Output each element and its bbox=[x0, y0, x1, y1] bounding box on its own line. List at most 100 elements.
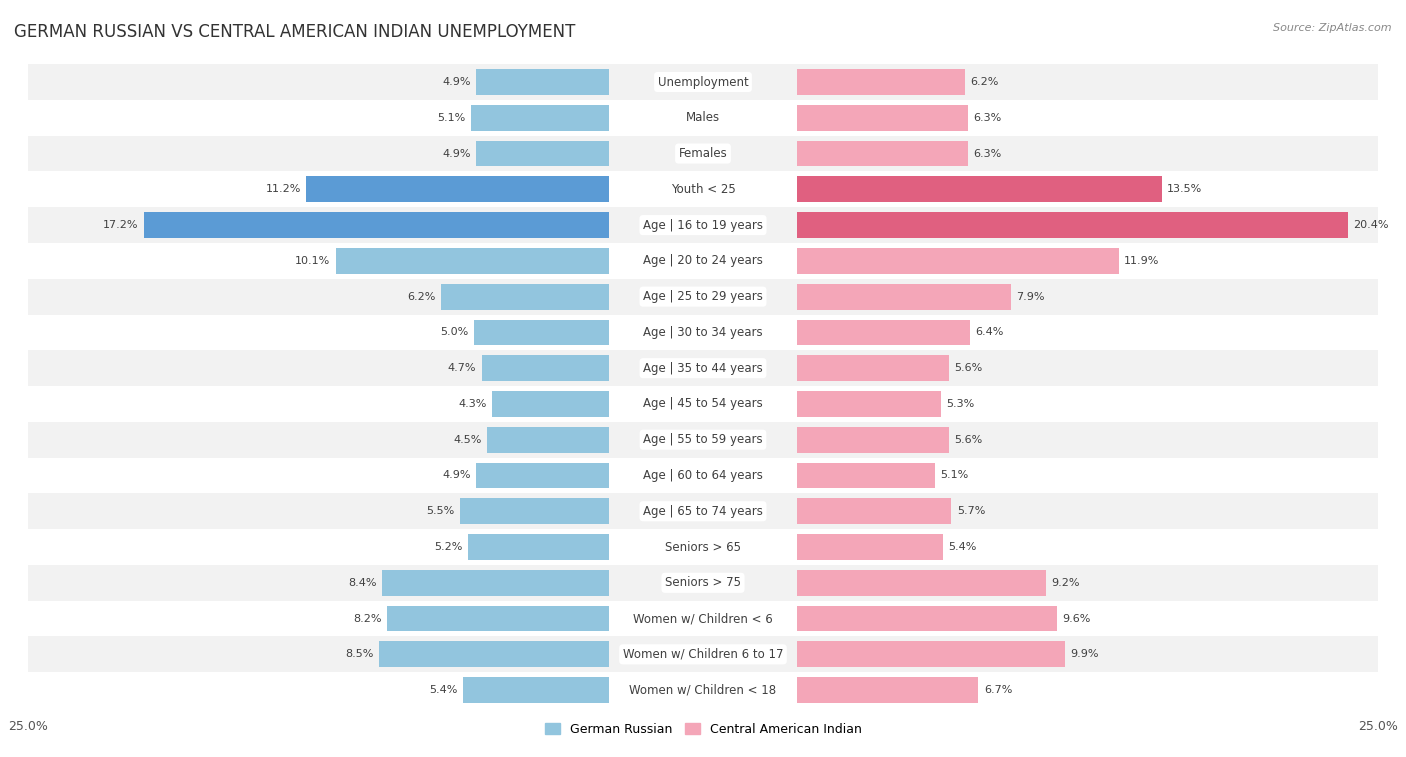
Text: Youth < 25: Youth < 25 bbox=[671, 183, 735, 196]
Bar bbox=[477, 463, 609, 488]
Bar bbox=[0, 637, 1406, 672]
Text: GERMAN RUSSIAN VS CENTRAL AMERICAN INDIAN UNEMPLOYMENT: GERMAN RUSSIAN VS CENTRAL AMERICAN INDIA… bbox=[14, 23, 575, 41]
Text: Unemployment: Unemployment bbox=[658, 76, 748, 89]
Bar bbox=[797, 355, 949, 381]
Bar bbox=[797, 284, 1011, 310]
Bar bbox=[471, 105, 609, 131]
Bar bbox=[0, 672, 1406, 708]
Bar bbox=[0, 350, 1406, 386]
Bar bbox=[460, 498, 609, 524]
Bar bbox=[0, 207, 1406, 243]
Text: 6.3%: 6.3% bbox=[973, 148, 1001, 158]
Text: Source: ZipAtlas.com: Source: ZipAtlas.com bbox=[1274, 23, 1392, 33]
Bar bbox=[477, 69, 609, 95]
Bar bbox=[0, 529, 1406, 565]
Bar bbox=[797, 427, 949, 453]
Text: 5.5%: 5.5% bbox=[426, 506, 454, 516]
Bar bbox=[0, 64, 1406, 100]
Bar bbox=[482, 355, 609, 381]
Text: 4.3%: 4.3% bbox=[458, 399, 486, 409]
Legend: German Russian, Central American Indian: German Russian, Central American Indian bbox=[540, 718, 866, 741]
Text: 5.4%: 5.4% bbox=[429, 685, 457, 695]
Text: Age | 35 to 44 years: Age | 35 to 44 years bbox=[643, 362, 763, 375]
Text: 4.9%: 4.9% bbox=[443, 148, 471, 158]
Text: 7.9%: 7.9% bbox=[1017, 291, 1045, 301]
Bar bbox=[797, 391, 941, 417]
Text: Females: Females bbox=[679, 147, 727, 160]
Bar bbox=[797, 498, 952, 524]
Text: 9.2%: 9.2% bbox=[1052, 578, 1080, 587]
Text: 11.2%: 11.2% bbox=[266, 185, 301, 195]
Bar bbox=[382, 570, 609, 596]
Text: 4.9%: 4.9% bbox=[443, 77, 471, 87]
Text: 17.2%: 17.2% bbox=[103, 220, 139, 230]
Text: Seniors > 75: Seniors > 75 bbox=[665, 576, 741, 589]
Text: Age | 30 to 34 years: Age | 30 to 34 years bbox=[643, 326, 763, 339]
Bar bbox=[380, 641, 609, 667]
Text: 6.3%: 6.3% bbox=[973, 113, 1001, 123]
Text: Women w/ Children < 18: Women w/ Children < 18 bbox=[630, 684, 776, 696]
Bar bbox=[145, 212, 609, 238]
Text: Age | 25 to 29 years: Age | 25 to 29 years bbox=[643, 290, 763, 303]
Bar bbox=[0, 422, 1406, 458]
Bar bbox=[797, 534, 943, 560]
Text: 8.4%: 8.4% bbox=[347, 578, 377, 587]
Text: 5.2%: 5.2% bbox=[434, 542, 463, 552]
Bar bbox=[797, 678, 979, 703]
Bar bbox=[0, 386, 1406, 422]
Text: Age | 55 to 59 years: Age | 55 to 59 years bbox=[643, 433, 763, 446]
Bar bbox=[0, 458, 1406, 494]
Text: 11.9%: 11.9% bbox=[1125, 256, 1160, 266]
Text: 5.4%: 5.4% bbox=[949, 542, 977, 552]
Bar bbox=[0, 136, 1406, 171]
Text: 5.7%: 5.7% bbox=[956, 506, 986, 516]
Bar bbox=[0, 243, 1406, 279]
Text: 5.1%: 5.1% bbox=[437, 113, 465, 123]
Bar bbox=[797, 141, 967, 167]
Text: 9.9%: 9.9% bbox=[1070, 650, 1098, 659]
Bar bbox=[797, 105, 967, 131]
Bar bbox=[468, 534, 609, 560]
Bar bbox=[336, 248, 609, 274]
Bar bbox=[0, 565, 1406, 601]
Bar bbox=[0, 100, 1406, 136]
Text: 5.6%: 5.6% bbox=[955, 363, 983, 373]
Text: Age | 45 to 54 years: Age | 45 to 54 years bbox=[643, 397, 763, 410]
Text: 5.1%: 5.1% bbox=[941, 471, 969, 481]
Text: 6.2%: 6.2% bbox=[970, 77, 998, 87]
Bar bbox=[474, 319, 609, 345]
Text: 4.9%: 4.9% bbox=[443, 471, 471, 481]
Bar bbox=[307, 176, 609, 202]
Text: 9.6%: 9.6% bbox=[1062, 614, 1091, 624]
Bar bbox=[797, 641, 1064, 667]
Bar bbox=[0, 171, 1406, 207]
Text: Seniors > 65: Seniors > 65 bbox=[665, 540, 741, 553]
Bar bbox=[797, 176, 1161, 202]
Bar bbox=[0, 314, 1406, 350]
Bar bbox=[492, 391, 609, 417]
Bar bbox=[387, 606, 609, 631]
Bar bbox=[441, 284, 609, 310]
Text: 5.0%: 5.0% bbox=[440, 328, 468, 338]
Bar bbox=[477, 141, 609, 167]
Text: 8.5%: 8.5% bbox=[346, 650, 374, 659]
Text: 6.4%: 6.4% bbox=[976, 328, 1004, 338]
Bar bbox=[797, 463, 935, 488]
Bar bbox=[797, 248, 1119, 274]
Bar bbox=[797, 69, 965, 95]
Bar bbox=[797, 319, 970, 345]
Text: 5.3%: 5.3% bbox=[946, 399, 974, 409]
Bar bbox=[797, 212, 1348, 238]
Text: Males: Males bbox=[686, 111, 720, 124]
Text: 5.6%: 5.6% bbox=[955, 435, 983, 444]
Text: 10.1%: 10.1% bbox=[295, 256, 330, 266]
Bar bbox=[797, 606, 1057, 631]
Bar bbox=[797, 570, 1046, 596]
Text: Women w/ Children 6 to 17: Women w/ Children 6 to 17 bbox=[623, 648, 783, 661]
Text: 8.2%: 8.2% bbox=[353, 614, 382, 624]
Bar bbox=[486, 427, 609, 453]
Text: Age | 16 to 19 years: Age | 16 to 19 years bbox=[643, 219, 763, 232]
Text: 20.4%: 20.4% bbox=[1354, 220, 1389, 230]
Text: 4.5%: 4.5% bbox=[453, 435, 482, 444]
Bar bbox=[0, 494, 1406, 529]
